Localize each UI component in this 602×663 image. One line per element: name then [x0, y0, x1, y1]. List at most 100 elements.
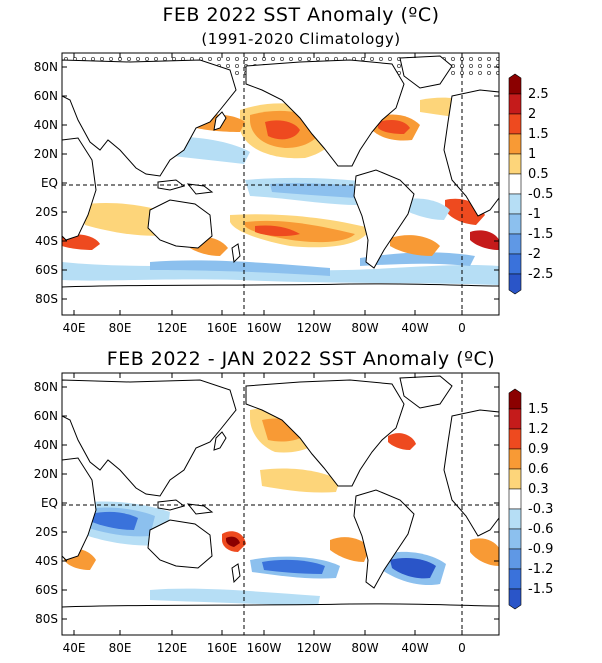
y-tick-label: 80N: [34, 380, 58, 394]
colorbar-swatch: [508, 113, 522, 135]
map1-greenland: [399, 55, 453, 89]
colorbar-swatch: [508, 93, 522, 115]
map1-tatl-cool: [400, 198, 450, 220]
x-tick-label: 40E: [63, 641, 86, 655]
map1-npac-warm3: [265, 120, 300, 140]
colorbar-label: -1.2: [528, 562, 553, 577]
map1-plot: 80N 60N 40N 20N EQ 20S 40S 60S 80S 40E 80E 120E 160E…: [34, 52, 553, 335]
y-tick-label: 60S: [35, 263, 58, 277]
colorbar-swatch: [508, 273, 522, 295]
colorbar-label: -1.5: [528, 227, 553, 242]
map2-australia: [147, 519, 213, 569]
colorbar-swatch: [508, 233, 522, 255]
colorbar-swatch: [508, 133, 522, 155]
x-tick-label: 120E: [157, 321, 188, 335]
colorbar-label: 0.3: [528, 482, 549, 497]
colorbar-label: -0.3: [528, 502, 553, 517]
x-tick-label: 0: [458, 321, 466, 335]
x-tick-label: 40W: [401, 321, 428, 335]
x-tick-label: 80E: [109, 321, 132, 335]
map1-new-zealand: [231, 243, 241, 264]
colorbar-swatch: [508, 388, 522, 410]
map1-southern-ocean-cool3: [360, 252, 475, 266]
colorbar-label: -0.6: [528, 522, 553, 537]
x-tick-label: 120W: [297, 641, 332, 655]
colorbar-swatch: [508, 548, 522, 570]
y-tick-label: 40N: [34, 438, 58, 452]
map2-spac-warm: [330, 537, 370, 562]
colorbar-label: -0.9: [528, 542, 553, 557]
map1-frame: [61, 52, 500, 316]
colorbar-label: 1.5: [528, 127, 549, 142]
map2-north-america: [245, 379, 405, 487]
map2-plot: 80N 60N 40N 20N EQ 20S 40S 60S 80S 40E 80E 120E 160E…: [34, 372, 553, 655]
map2-continents: [61, 375, 500, 636]
colorbar-swatch: [508, 468, 522, 490]
map1-anomaly-field: [62, 55, 499, 285]
colorbar-swatch: [508, 568, 522, 590]
colorbar-label: 1.2: [528, 422, 549, 437]
colorbar-swatch: [508, 408, 522, 430]
x-tick-label: 160W: [247, 321, 282, 335]
y-tick-label: 40S: [35, 234, 58, 248]
colorbar-swatch: [508, 193, 522, 215]
colorbar-swatch: [508, 588, 522, 610]
colorbar-label: 0.5: [528, 167, 549, 182]
y-tick-label: 80S: [35, 612, 58, 626]
map2-colorbar: 1.5 1.2 0.9 0.6 0.3 -0.3 -0.6 -0.9 -1.2 -1.5: [508, 388, 553, 610]
map1-antarctica: [61, 283, 500, 316]
map1-title: FEB 2022 SST Anomaly (ºC): [162, 4, 440, 26]
x-tick-label: 80W: [351, 641, 378, 655]
map2-title: FEB 2022 - JAN 2022 SST Anomaly (ºC): [106, 348, 496, 370]
map1-satl-warm: [390, 235, 440, 256]
y-tick-label: 80S: [35, 292, 58, 306]
y-tick-label: 40S: [35, 554, 58, 568]
x-tick-label: 120E: [157, 641, 188, 655]
x-tick-label: 80W: [351, 321, 378, 335]
map2-satl-cool2: [390, 558, 436, 579]
map2-asia: [61, 379, 237, 497]
y-tick-label: 60N: [34, 409, 58, 423]
colorbar-label: 1: [528, 147, 536, 162]
colorbar-label: -1.5: [528, 582, 553, 597]
map2-spac-cool2: [262, 559, 325, 574]
map1-asia: [61, 59, 237, 177]
map2-tasman-warm2: [226, 536, 240, 547]
map2-antarctica: [61, 603, 500, 636]
colorbar-swatch: [508, 253, 522, 275]
map1-subtitle: (1991-2020 Climatology): [201, 30, 401, 48]
map1-natl-warm2: [378, 120, 410, 134]
x-tick-label: 40E: [63, 321, 86, 335]
colorbar-label: 2.5: [528, 87, 549, 102]
map2-frame: [61, 372, 500, 636]
map1-australia: [147, 199, 213, 249]
colorbar-label: 0.6: [528, 462, 549, 477]
y-tick-label: EQ: [41, 176, 58, 190]
map1-ticks: 80N 60N 40N 20N EQ 20S 40S 60S 80S 40E 80E 120E 160E…: [34, 53, 499, 335]
colorbar-swatch: [508, 528, 522, 550]
map1-spac-warm3: [255, 225, 300, 237]
y-tick-label: 60N: [34, 89, 58, 103]
x-tick-label: 80E: [109, 641, 132, 655]
x-tick-label: 0: [458, 641, 466, 655]
colorbar-label: -0.5: [528, 187, 553, 202]
map2-southern-cool: [150, 588, 320, 606]
map2-ticks: 80N 60N 40N 20N EQ 20S 40S 60S 80S 40E 80E 120E 160E…: [34, 373, 499, 655]
y-tick-label: 80N: [34, 60, 58, 74]
map1-continents: [61, 55, 500, 316]
map2-natl-warm: [388, 433, 416, 450]
colorbar-swatch: [508, 173, 522, 195]
colorbar-label: 0.9: [528, 442, 549, 457]
colorbar-swatch: [508, 448, 522, 470]
y-tick-label: 40N: [34, 118, 58, 132]
colorbar-label: 1.5: [528, 402, 549, 417]
colorbar-swatch: [508, 488, 522, 510]
x-tick-label: 160E: [207, 321, 238, 335]
y-tick-label: 20N: [34, 467, 58, 481]
map1-japan: [213, 111, 227, 131]
map2-japan: [213, 431, 227, 451]
colorbar-swatch: [508, 213, 522, 235]
colorbar-label: -1: [528, 207, 541, 222]
colorbar-swatch: [508, 73, 522, 95]
